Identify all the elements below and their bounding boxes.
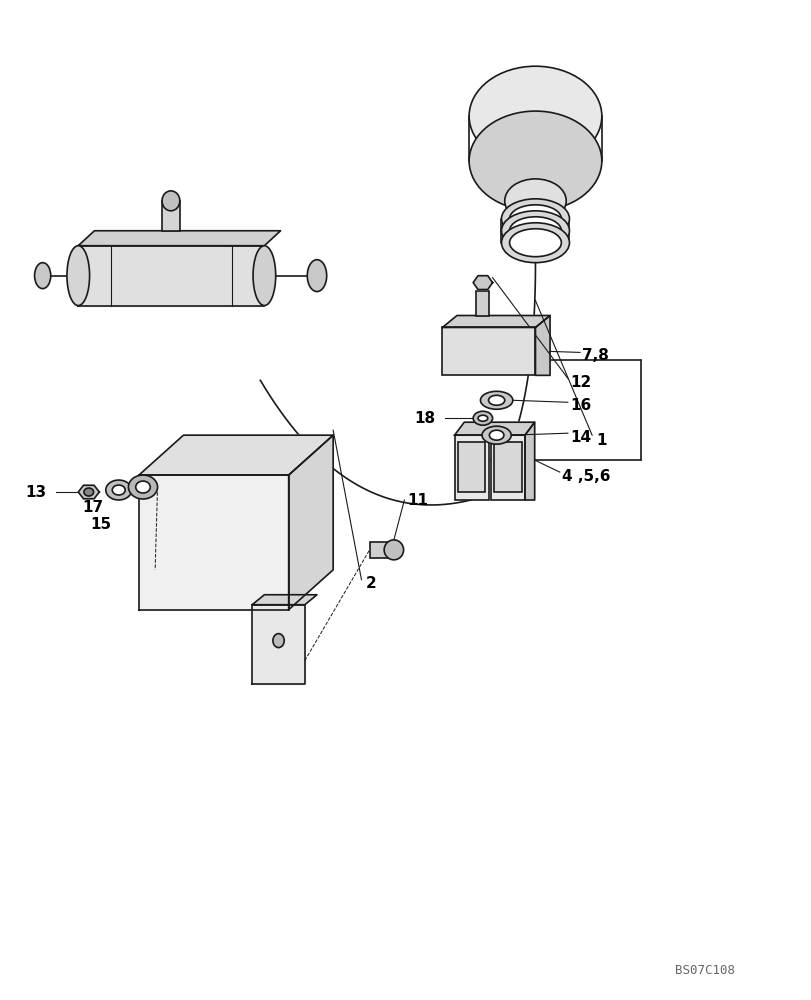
Ellipse shape [488, 395, 504, 405]
Ellipse shape [482, 426, 511, 444]
Text: 4 ,5,6: 4 ,5,6 [561, 469, 610, 484]
Ellipse shape [489, 430, 504, 440]
Ellipse shape [501, 199, 569, 239]
Ellipse shape [478, 415, 487, 421]
Ellipse shape [135, 481, 150, 493]
Ellipse shape [501, 223, 569, 263]
Polygon shape [139, 475, 288, 610]
Polygon shape [288, 435, 333, 610]
Text: BS07C108: BS07C108 [675, 964, 735, 977]
Ellipse shape [84, 488, 93, 496]
Ellipse shape [384, 540, 403, 560]
Ellipse shape [253, 246, 276, 306]
Bar [476, 291, 489, 316]
Polygon shape [78, 485, 99, 499]
Ellipse shape [307, 260, 326, 292]
Ellipse shape [473, 411, 492, 425]
Polygon shape [252, 605, 304, 684]
Bar [442, 327, 534, 375]
Bar [457, 442, 485, 492]
Ellipse shape [480, 391, 513, 409]
Bar [494, 442, 521, 492]
Text: 7,8: 7,8 [581, 348, 608, 363]
Text: 2: 2 [365, 576, 375, 591]
Ellipse shape [509, 229, 560, 257]
Ellipse shape [469, 66, 601, 166]
Ellipse shape [67, 246, 89, 306]
Text: 1: 1 [595, 433, 606, 448]
Ellipse shape [469, 111, 601, 211]
Polygon shape [454, 422, 534, 435]
Text: 17: 17 [82, 500, 103, 515]
Ellipse shape [272, 634, 284, 648]
Ellipse shape [105, 480, 131, 500]
Polygon shape [78, 246, 264, 306]
Bar [162, 201, 179, 231]
Polygon shape [442, 316, 549, 327]
Polygon shape [473, 276, 492, 290]
Polygon shape [252, 595, 316, 605]
Bar [369, 542, 393, 558]
Ellipse shape [112, 485, 125, 495]
Polygon shape [78, 231, 281, 246]
Ellipse shape [504, 179, 565, 223]
Text: 11: 11 [407, 493, 428, 508]
Text: 13: 13 [26, 485, 47, 500]
Polygon shape [524, 422, 534, 500]
Polygon shape [534, 316, 549, 375]
Text: 12: 12 [569, 375, 590, 390]
Ellipse shape [162, 191, 179, 211]
Text: 16: 16 [569, 398, 590, 413]
Bar [454, 435, 488, 500]
Ellipse shape [509, 217, 560, 245]
Text: 18: 18 [414, 411, 435, 426]
Text: 14: 14 [569, 430, 590, 445]
Ellipse shape [35, 263, 51, 289]
Bar [491, 435, 524, 500]
Text: 15: 15 [90, 517, 111, 532]
Polygon shape [139, 435, 333, 475]
Ellipse shape [509, 205, 560, 233]
Ellipse shape [501, 211, 569, 251]
Ellipse shape [128, 475, 157, 499]
